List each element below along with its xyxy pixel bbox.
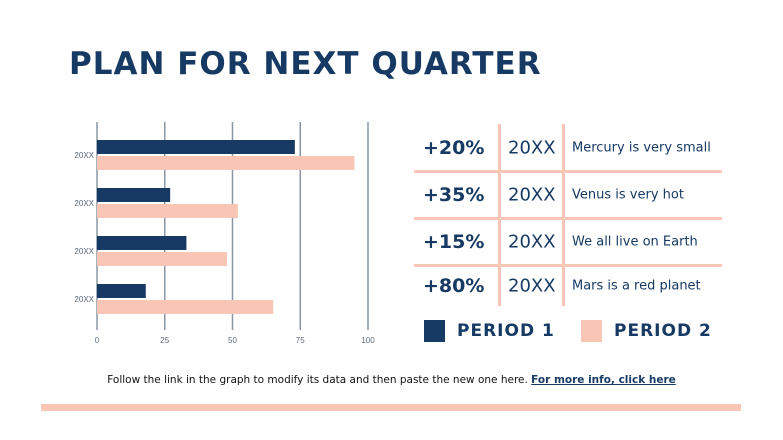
bar-period1 (97, 188, 171, 202)
x-tick-label: 50 (228, 336, 237, 345)
column-divider (498, 124, 501, 306)
x-tick-label: 75 (296, 336, 305, 345)
category-label: 20XX (74, 199, 94, 208)
slide-title: PLAN FOR NEXT QUARTER (69, 46, 542, 82)
row-description: We all live on Earth (572, 234, 698, 250)
row-description: Venus is very hot (572, 187, 684, 203)
bar-period1 (97, 236, 187, 250)
row-divider (414, 170, 722, 173)
footer-text: Follow the link in the graph to modify i… (107, 374, 532, 386)
row-description: Mercury is very small (572, 140, 711, 156)
bar-period2 (97, 300, 274, 314)
row-description: Mars is a red planet (572, 278, 701, 294)
category-label: 20XX (74, 247, 94, 256)
bar-period1 (97, 140, 295, 154)
row-year: 20XX (508, 184, 556, 206)
legend-swatch-period2 (581, 320, 602, 342)
legend-swatch-period1 (424, 320, 445, 342)
row-year: 20XX (508, 231, 556, 253)
row-percent: +80% (423, 275, 485, 297)
row-divider (414, 217, 722, 220)
bar-period2 (97, 156, 355, 170)
category-label: 20XX (74, 295, 94, 304)
row-percent: +15% (423, 231, 485, 253)
x-tick-label: 100 (361, 336, 375, 345)
bar-period2 (97, 204, 238, 218)
x-tick-label: 25 (160, 336, 169, 345)
more-info-link[interactable]: For more info, click here (531, 374, 676, 386)
row-percent: +35% (423, 184, 485, 206)
column-divider (562, 124, 565, 306)
bar-period2 (97, 252, 228, 266)
legend-label-period2: PERIOD 2 (614, 321, 712, 341)
row-divider (414, 264, 722, 267)
bar-period1 (97, 284, 146, 298)
legend-label-period1: PERIOD 1 (457, 321, 555, 341)
category-label: 20XX (74, 151, 94, 160)
x-tick-label: 0 (95, 336, 100, 345)
footer-accent-bar (41, 404, 741, 411)
row-year: 20XX (508, 137, 556, 159)
row-year: 20XX (508, 275, 556, 297)
row-percent: +20% (423, 137, 485, 159)
footer-note: Follow the link in the graph to modify i… (0, 374, 783, 386)
